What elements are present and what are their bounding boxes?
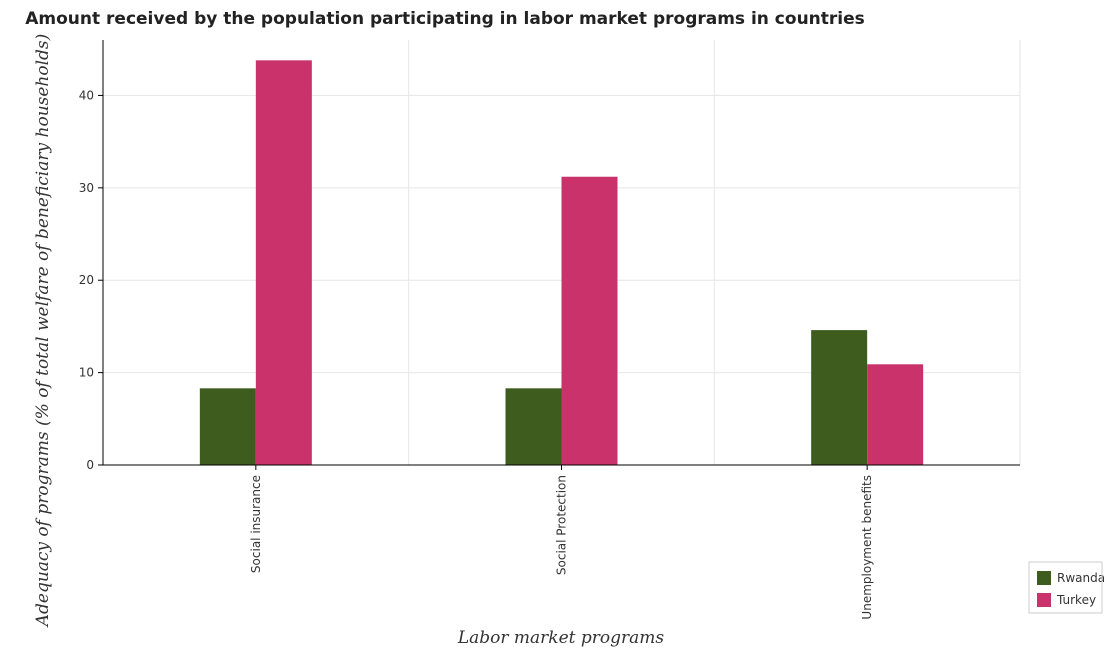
bar-rwanda-2: [811, 330, 868, 465]
legend: Rwanda Turkey: [1028, 561, 1105, 614]
bar-rwanda-0: [199, 388, 256, 465]
bar-turkey-2: [867, 364, 924, 465]
bar-turkey-1: [561, 176, 618, 465]
y-tick-label: 40: [79, 88, 94, 102]
legend-label-turkey: Turkey: [1056, 593, 1096, 607]
x-tick-label: Social Protection: [555, 475, 569, 575]
y-tick-label: 10: [79, 366, 94, 380]
legend-swatch-rwanda: [1037, 571, 1051, 585]
legend-box: [1028, 561, 1103, 614]
y-axis-label: Adequacy of programs (% of total welfare…: [33, 34, 53, 629]
bar-turkey-0: [255, 60, 312, 466]
bars: [199, 60, 924, 466]
y-tick-label: 20: [79, 273, 94, 287]
y-tick-label: 30: [79, 181, 94, 195]
legend-swatch-turkey: [1037, 593, 1051, 607]
axes: 0 10 20 30 40 Social insurance Social Protecti…: [79, 40, 1020, 620]
legend-label-rwanda: Rwanda: [1057, 571, 1105, 585]
x-tick-label: Unemployment benefits: [860, 475, 874, 620]
y-tick-label: 0: [86, 458, 94, 472]
chart-title: Amount received by the population partic…: [25, 9, 865, 29]
bar-rwanda-1: [505, 388, 562, 465]
x-tick-label: Social insurance: [249, 475, 263, 573]
x-axis-label: Labor market programs: [457, 628, 665, 648]
